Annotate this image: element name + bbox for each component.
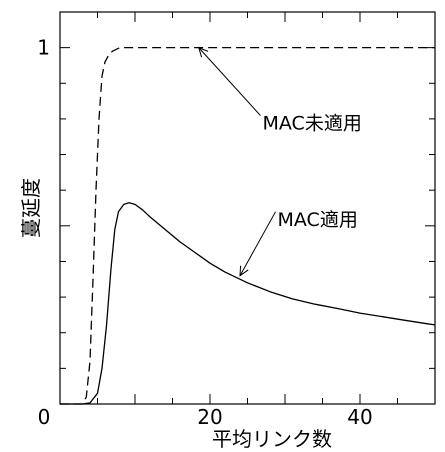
series-line-mac-unapplied bbox=[60, 46, 435, 405]
annotation-arrow-head bbox=[239, 265, 249, 277]
x-tick-label: 40 bbox=[347, 405, 372, 429]
annotation-arrow-line bbox=[239, 211, 276, 276]
y-tick-label: 1 bbox=[37, 36, 50, 60]
annotation-arrow-line bbox=[198, 47, 261, 116]
annotation-label: MAC未適用 bbox=[263, 113, 362, 135]
ticks-layer: 0 20 40 1 bbox=[37, 12, 435, 429]
x-axis-title: 平均リンク数 bbox=[212, 427, 332, 448]
series-line-mac-applied bbox=[60, 202, 436, 405]
series-layer bbox=[60, 46, 436, 405]
x-tick-label: 20 bbox=[197, 405, 222, 429]
plot-frame bbox=[59, 11, 436, 405]
annotation-label: MAC適用 bbox=[278, 209, 358, 231]
x-tick-label: 0 bbox=[38, 405, 51, 429]
annotation-arrow-head bbox=[197, 46, 209, 58]
annotation-layer: MAC未適用 MAC適用 bbox=[197, 46, 362, 277]
y-axis-title: 蔓延度 bbox=[19, 178, 43, 238]
